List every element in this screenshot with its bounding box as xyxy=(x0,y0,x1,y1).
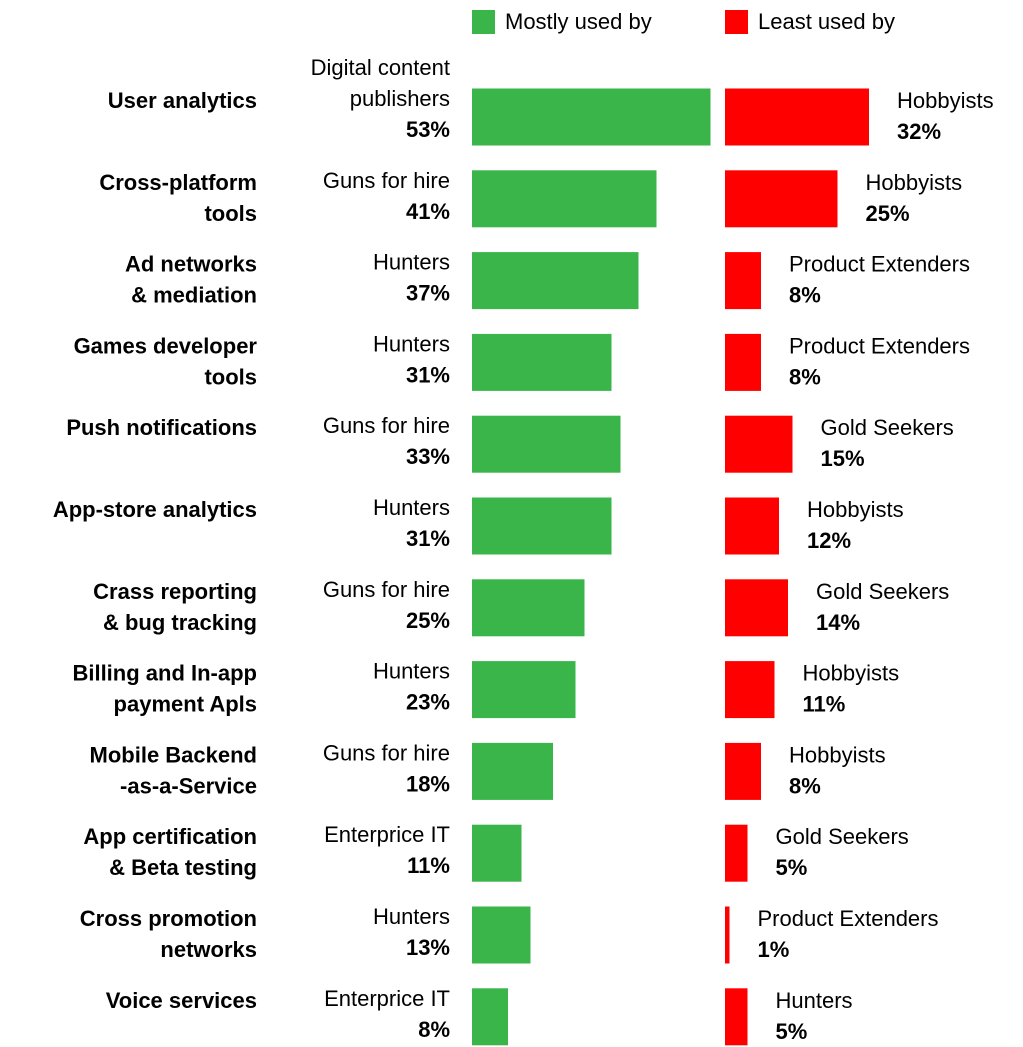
bar xyxy=(472,579,585,637)
value-label: 25% xyxy=(406,608,450,633)
group-label: Hobbyists xyxy=(897,88,994,113)
value-label: 8% xyxy=(418,1017,450,1042)
group-label: Digital content publishers xyxy=(311,55,450,111)
category-label: Voice services xyxy=(106,988,257,1013)
group-label: Hobbyists xyxy=(789,742,886,767)
value-label: 14% xyxy=(816,610,860,635)
category-label: Push notifications xyxy=(66,415,257,440)
bar xyxy=(472,88,711,146)
group-label: Guns for hire xyxy=(323,577,450,602)
category-label: App certification & Beta testing xyxy=(83,824,257,880)
bar xyxy=(725,579,788,637)
group-label: Hunters xyxy=(373,249,450,274)
bar xyxy=(725,252,761,310)
bar xyxy=(472,824,522,882)
group-label: Hunters xyxy=(373,658,450,683)
bar xyxy=(725,88,869,146)
group-label: Guns for hire xyxy=(323,413,450,438)
value-label: 53% xyxy=(406,117,450,142)
bar xyxy=(472,988,508,1046)
bar xyxy=(725,170,838,228)
category-label: Games developer tools xyxy=(74,333,258,389)
value-label: 33% xyxy=(406,444,450,469)
value-label: 23% xyxy=(406,689,450,714)
value-label: 8% xyxy=(789,773,821,798)
category-label: App-store analytics xyxy=(53,497,257,522)
group-label: Product Extenders xyxy=(789,333,970,358)
value-label: 11% xyxy=(803,691,846,716)
group-label: Hunters xyxy=(373,495,450,520)
value-label: 11% xyxy=(407,853,450,878)
value-label: 5% xyxy=(776,1019,808,1044)
group-label: Hobbyists xyxy=(807,497,904,522)
value-label: 31% xyxy=(406,362,450,387)
bar xyxy=(472,170,657,228)
group-label: Product Extenders xyxy=(758,906,939,931)
category-label: Crass reporting & bug tracking xyxy=(93,579,257,635)
legend-swatch xyxy=(725,10,748,34)
group-label: Hunters xyxy=(373,331,450,356)
category-label: Mobile Backend -as-a-Service xyxy=(90,742,257,798)
value-label: 1% xyxy=(758,937,790,962)
bar xyxy=(472,742,553,800)
bar xyxy=(725,906,730,964)
bar xyxy=(725,333,761,391)
value-label: 8% xyxy=(789,364,821,389)
legend-label: Mostly used by xyxy=(505,9,652,34)
legend-swatch xyxy=(472,10,495,34)
bar xyxy=(472,661,576,719)
value-label: 37% xyxy=(406,280,450,305)
bar xyxy=(472,415,621,473)
bar xyxy=(725,742,761,800)
value-label: 31% xyxy=(406,526,450,551)
group-label: Enterprice IT xyxy=(324,822,450,847)
group-label: Hobbyists xyxy=(803,660,900,685)
bar xyxy=(725,988,748,1046)
value-label: 13% xyxy=(406,935,450,960)
bar xyxy=(725,824,748,882)
value-label: 18% xyxy=(406,771,450,796)
value-label: 15% xyxy=(821,446,865,471)
bar xyxy=(725,661,775,719)
group-label: Gold Seekers xyxy=(821,415,954,440)
category-label: Cross-platform tools xyxy=(99,170,257,226)
group-label: Hobbyists xyxy=(866,170,963,195)
group-label: Product Extenders xyxy=(789,251,970,276)
bar xyxy=(472,497,612,555)
group-label: Guns for hire xyxy=(323,740,450,765)
value-label: 32% xyxy=(897,119,941,144)
group-label: Hunters xyxy=(776,988,853,1013)
group-label: Hunters xyxy=(373,904,450,929)
value-label: 8% xyxy=(789,282,821,307)
value-label: 41% xyxy=(406,199,450,224)
value-label: 25% xyxy=(866,201,910,226)
bar xyxy=(725,415,793,473)
group-label: Guns for hire xyxy=(323,168,450,193)
legend-label: Least used by xyxy=(758,9,895,34)
group-label: Gold Seekers xyxy=(776,824,909,849)
value-label: 12% xyxy=(807,528,851,553)
group-label: Enterprice IT xyxy=(324,986,450,1011)
bar xyxy=(472,252,639,310)
bar xyxy=(725,497,779,555)
value-label: 5% xyxy=(776,855,808,880)
category-label: Billing and In-app payment Apls xyxy=(72,660,257,716)
bar xyxy=(472,906,531,964)
group-label: Gold Seekers xyxy=(816,579,949,604)
category-label: Cross promotion networks xyxy=(80,906,257,962)
category-label: User analytics xyxy=(108,88,257,113)
category-label: Ad networks & mediation xyxy=(125,251,257,307)
bar xyxy=(472,333,612,391)
